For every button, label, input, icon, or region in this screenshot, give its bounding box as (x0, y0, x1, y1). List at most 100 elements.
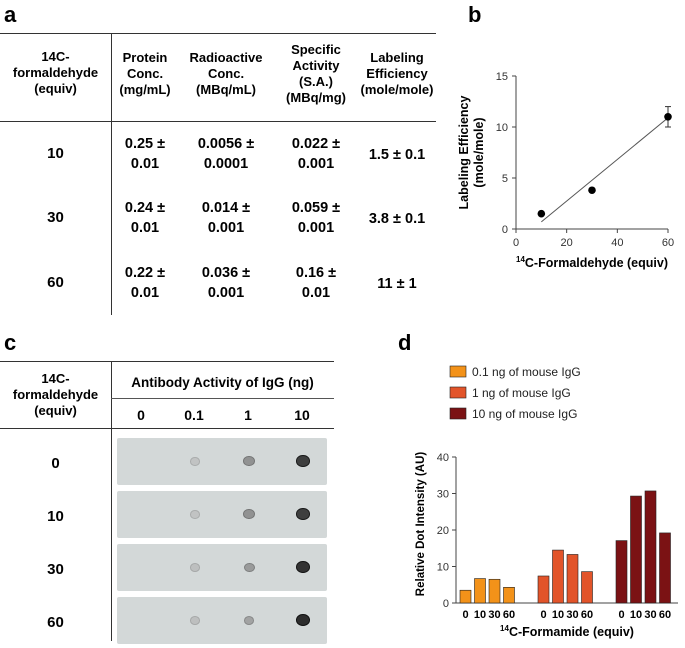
chart-b-scatter: 0 20 40 60 0 5 10 15 14C-Formaldehyde (equiv) Lab… (457, 71, 674, 270)
chart-d-bar (459, 589, 472, 604)
chart-b-point (664, 113, 672, 121)
chart-b-fit-line (541, 117, 669, 223)
chart-d-bar (503, 587, 515, 604)
chart-d-x-tick-label: 0 (462, 609, 468, 621)
chart-d-x-tick-label: 0 (540, 609, 546, 621)
table-a-cell-efficiency: 11 ± 1 (377, 276, 417, 292)
chart-d-xlabel: 14C-Formamide (equiv) (500, 624, 634, 639)
table-a-top-rule (0, 33, 436, 34)
table-c-group-rule (111, 398, 334, 399)
table-a-cell-protein: 0.25 ± 0.01 (124, 136, 166, 172)
chart-d-bar (615, 540, 628, 604)
dot-blot-strip (117, 544, 327, 591)
chart-d-x-tick-label: 10 (474, 609, 486, 621)
dot-blot-strip (117, 491, 327, 538)
chart-b-point (537, 209, 546, 218)
chart-d-y-tick-label: 0 (443, 598, 449, 610)
chart-d-y-tick-label: 40 (437, 452, 449, 464)
dot-blot-spot (296, 455, 310, 467)
table-a-cell-protein: 0.24 ± 0.01 (124, 200, 166, 236)
chart-d-x-tick-label: 10 (630, 609, 642, 621)
dot-blot-spot (243, 615, 255, 626)
chart-b-xlabel: 14C-Formaldehyde (equiv) (516, 255, 668, 270)
table-c-col-label: 1 (244, 407, 252, 423)
table-c-row-label: 10 (47, 508, 64, 525)
chart-d-y-tick-label: 20 (437, 525, 449, 537)
dot-blot-strip (117, 438, 327, 485)
chart-d-bar (630, 495, 642, 604)
panel-b-letter: b (468, 2, 482, 27)
table-a-cell-efficiency: 1.5 ± 0.1 (368, 147, 426, 163)
table-c-row-header: 14C- formaldehyde (equiv) (12, 371, 99, 418)
panel-d-letter: d (398, 330, 412, 355)
chart-b-x-tick-label: 0 (513, 237, 519, 249)
chart-d-y-tick-label: 30 (437, 489, 449, 501)
table-a-divider (111, 33, 112, 315)
table-a-cell-radioactive: 0.036 ± 0.001 (201, 265, 251, 301)
chart-b-x-tick-label: 20 (561, 237, 573, 249)
dot-blot-spot (296, 561, 310, 574)
table-c-row-label: 0 (51, 455, 60, 472)
chart-d-legend-swatch (449, 365, 467, 378)
chart-d-x-tick-label: 60 (659, 609, 671, 621)
table-a-col-specific-activity: Specific Activity (S.A.) (MBq/mg) (286, 42, 346, 105)
dot-blot-spot (243, 562, 255, 573)
chart-d-bar (474, 578, 486, 604)
chart-d-x-tick-label: 10 (552, 609, 564, 621)
chart-d-ylabel: Relative Dot Intensity (AU) (415, 452, 427, 597)
dot-blot-spot (243, 509, 255, 520)
table-c-header-rule (0, 428, 334, 429)
chart-b-point (588, 186, 596, 195)
chart-d-bar (659, 532, 671, 604)
table-a-row-equiv: 60 (47, 274, 64, 291)
dot-blot-strip (117, 597, 327, 644)
table-c-group-header: Antibody Activity of IgG (ng) (131, 375, 314, 390)
chart-d-bar (537, 575, 550, 604)
table-a-row-equiv: 10 (47, 145, 64, 162)
chart-d-legend-swatch (449, 386, 467, 399)
table-a-col-equiv: 14C- formaldehyde (equiv) (12, 49, 99, 96)
table-c-col-label: 0 (137, 407, 145, 423)
dot-blot-spot (243, 456, 255, 467)
dot-blot-spot (190, 563, 200, 572)
chart-d-legend-label: 10 ng of mouse IgG (472, 407, 577, 421)
chart-d-x-tick-label: 30 (644, 609, 656, 621)
chart-d-bars: 0.1 ng of mouse IgG 1 ng of mouse IgG 10 n… (415, 365, 678, 639)
table-a-row-equiv: 30 (47, 209, 64, 226)
table-c-col-label: 10 (294, 407, 310, 423)
chart-d-x-tick-label: 30 (488, 609, 500, 621)
dot-blot-spot (296, 508, 310, 520)
chart-d-legend-swatch (449, 407, 467, 420)
chart-d-bar (644, 490, 657, 604)
dot-blot-spot (296, 614, 310, 627)
chart-b-x-tick-label: 60 (662, 237, 674, 249)
table-c-row-label: 60 (47, 614, 64, 631)
chart-b-y-tick-label: 0 (502, 224, 508, 236)
table-a-cell-specific-activity: 0.16 ± 0.01 (295, 265, 337, 301)
table-a-cell-efficiency: 3.8 ± 0.1 (368, 211, 426, 227)
dot-blot-spot (190, 510, 200, 519)
table-c-top-rule (0, 361, 334, 362)
table-c-row-label: 30 (47, 561, 64, 578)
table-a-header-rule (0, 121, 436, 122)
chart-b-y-tick-label: 10 (496, 122, 508, 134)
chart-b-ylabel: Labeling Efficiency (457, 95, 471, 209)
panel-c-letter: c (4, 330, 17, 355)
dot-blot-spot (190, 457, 200, 466)
chart-d-bar (552, 549, 564, 604)
table-a-col-labeling-efficiency: Labeling Efficiency (mole/mole) (360, 50, 434, 97)
dot-blot-spot (190, 616, 200, 625)
table-a-col-protein: Protein Conc. (mg/mL) (119, 50, 171, 97)
chart-d-bar (566, 554, 579, 604)
chart-d-y-tick-label: 10 (437, 562, 449, 574)
chart-d-x-tick-label: 60 (581, 609, 593, 621)
panel-a-letter: a (4, 2, 17, 27)
table-a-col-radioactive: Radioactive Conc. (MBq/mL) (189, 50, 263, 97)
chart-d-bar (488, 578, 501, 604)
table-c-divider (111, 361, 112, 641)
chart-d-legend-label: 1 ng of mouse IgG (472, 386, 571, 400)
table-a-cell-protein: 0.22 ± 0.01 (124, 265, 166, 301)
table-a-cell-specific-activity: 0.022 ± 0.001 (291, 136, 341, 172)
chart-d-x-tick-label: 60 (503, 609, 515, 621)
chart-d-x-tick-label: 30 (566, 609, 578, 621)
